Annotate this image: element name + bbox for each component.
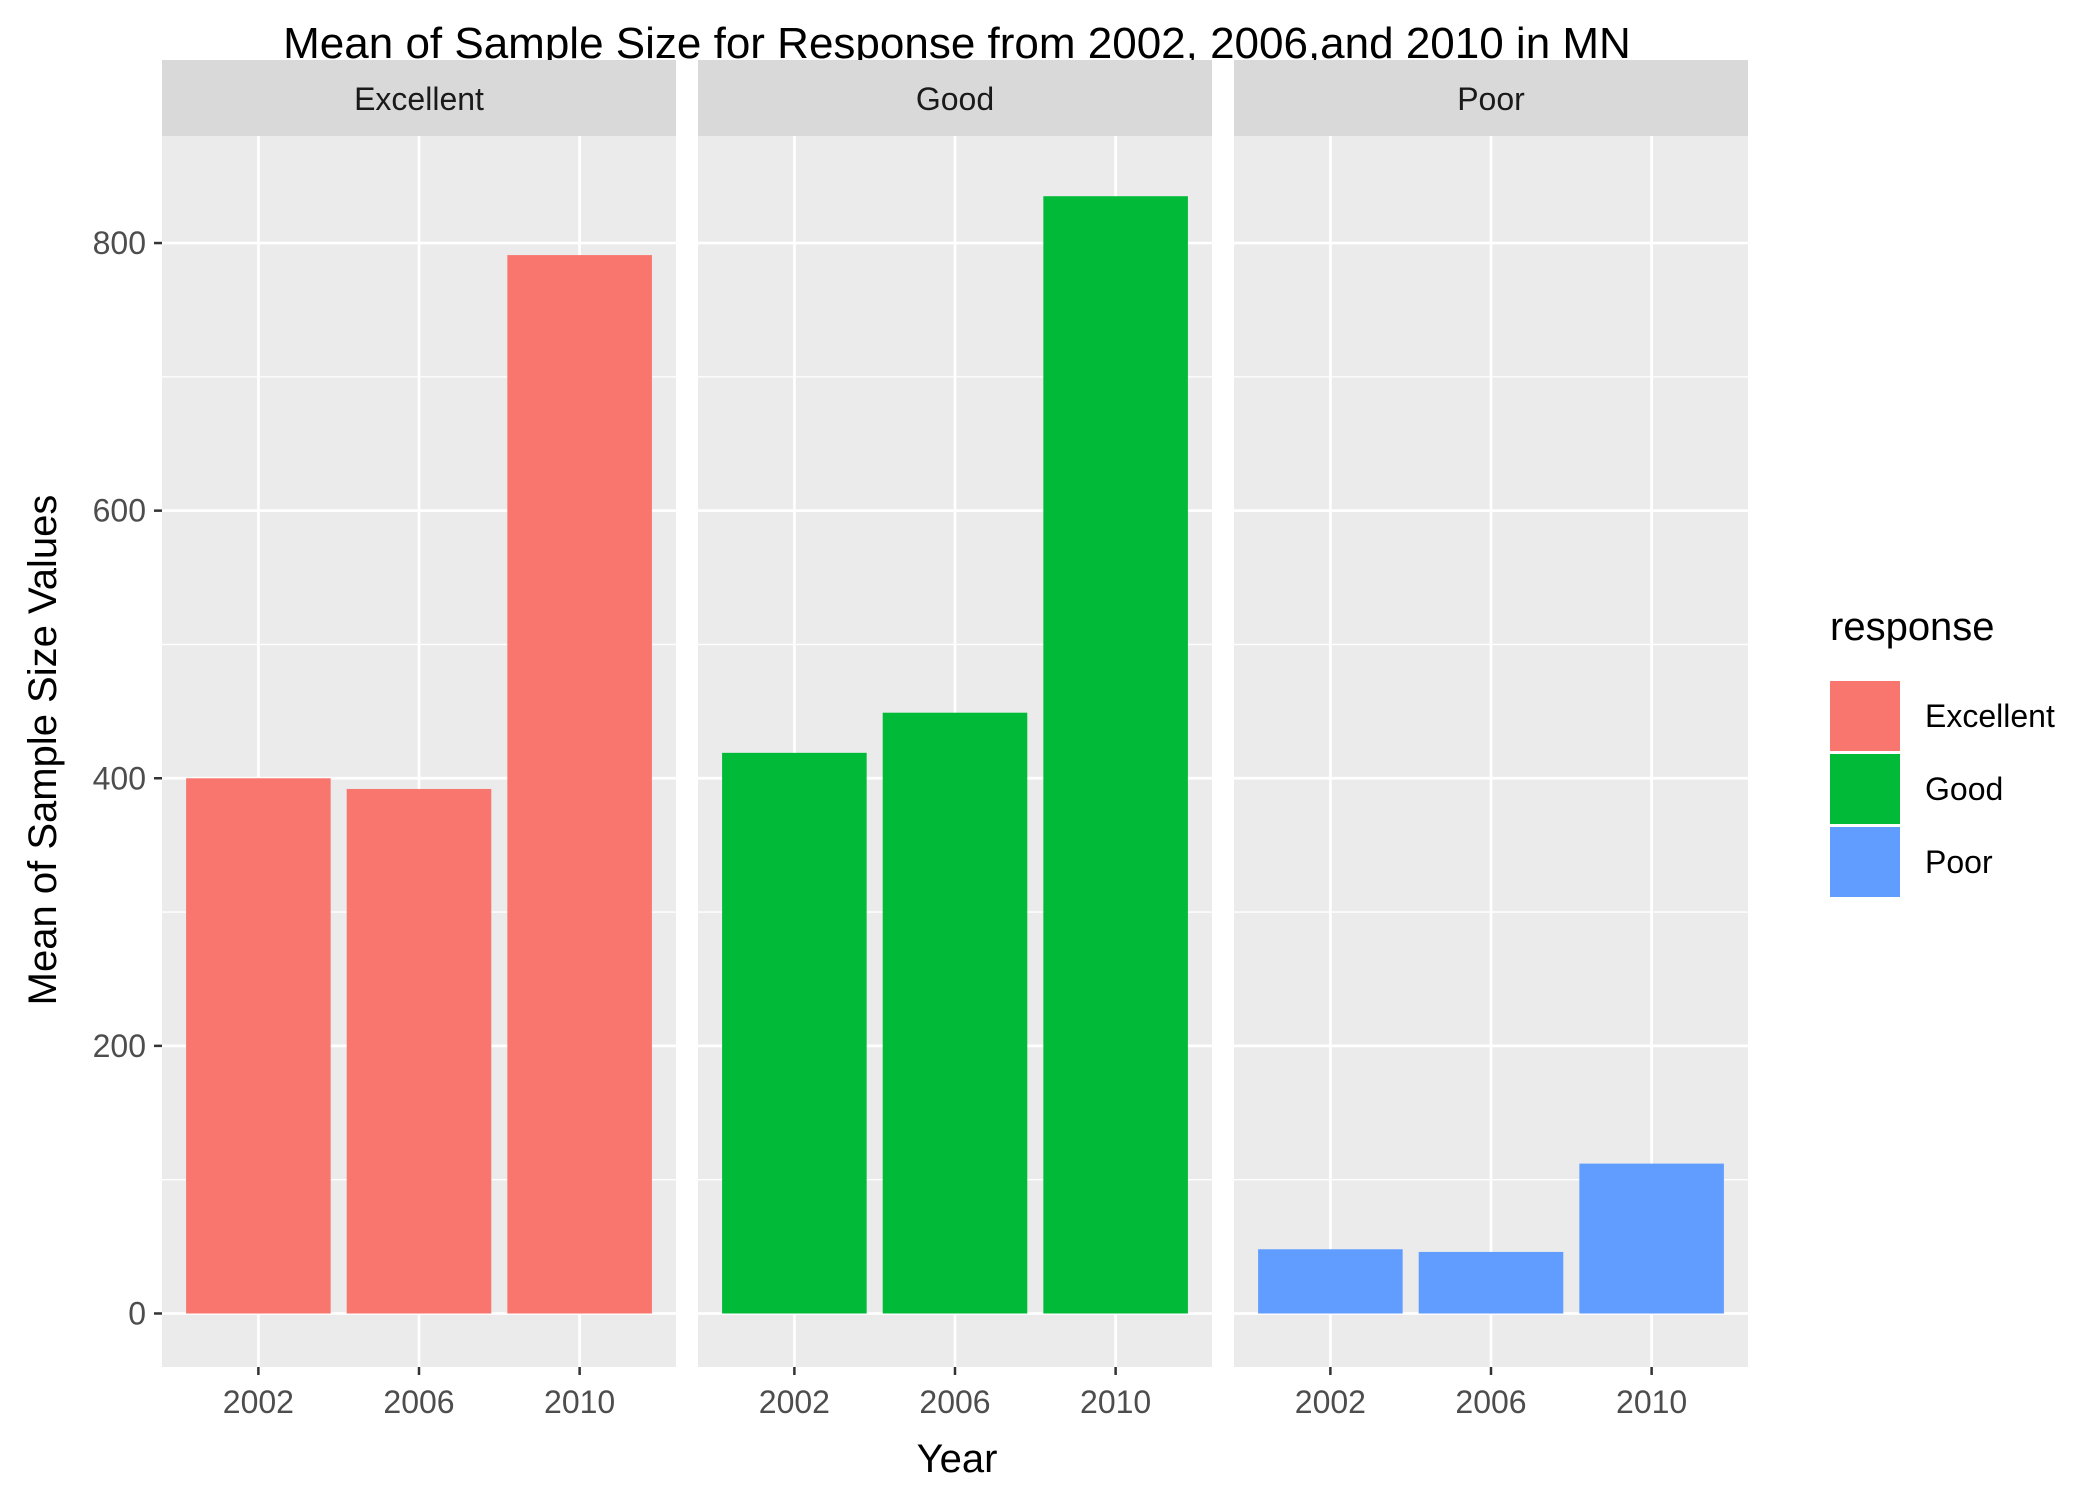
facet-panel-good: Good 2002 2006 2010	[698, 60, 1212, 1420]
y-tick-label: 600	[93, 493, 146, 529]
chart-title: Mean of Sample Size for Response from 20…	[283, 19, 1631, 68]
legend-key-poor	[1830, 827, 1900, 897]
y-axis-title: Mean of Sample Size Values	[21, 495, 65, 1006]
x-tick-label: 2010	[1080, 1384, 1151, 1420]
facet-strip-label: Good	[916, 81, 994, 117]
bar-poor-2006	[1418, 1251, 1564, 1314]
legend-label-excellent: Excellent	[1925, 698, 2055, 734]
legend-key-good	[1830, 754, 1900, 824]
x-tick-label: 2010	[544, 1384, 615, 1420]
legend-key-excellent	[1830, 681, 1900, 751]
y-tick-label: 0	[128, 1295, 146, 1331]
bar-excellent-2002	[186, 778, 331, 1314]
facet-strip-label: Poor	[1457, 81, 1525, 117]
x-tick-label: 2002	[759, 1384, 830, 1420]
facet-panel-excellent: Excellent 2002 2006 2010	[162, 60, 676, 1420]
x-tick-label: 2002	[223, 1384, 294, 1420]
facet-strip-label: Excellent	[354, 81, 484, 117]
y-tick-label: 200	[93, 1028, 146, 1064]
bar-poor-2010	[1579, 1163, 1724, 1314]
legend-title: response	[1830, 605, 1995, 649]
x-tick-label: 2006	[919, 1384, 990, 1420]
facet-strip	[162, 60, 676, 136]
x-tick-label: 2002	[1295, 1384, 1366, 1420]
legend: response Excellent Good Poor	[1830, 605, 2055, 897]
bar-excellent-2010	[507, 255, 652, 1314]
bar-good-2006	[882, 712, 1028, 1314]
bar-excellent-2006	[346, 788, 492, 1314]
x-tick-label: 2010	[1616, 1384, 1687, 1420]
bar-poor-2002	[1258, 1249, 1403, 1314]
legend-label-poor: Poor	[1925, 844, 1993, 880]
x-axis-title: Year	[917, 1437, 998, 1481]
y-tick-label: 400	[93, 760, 146, 796]
y-axis: 0 200 400 600 800	[93, 225, 162, 1331]
x-tick-label: 2006	[1455, 1384, 1526, 1420]
bar-good-2002	[722, 752, 867, 1314]
y-tick-label: 800	[93, 225, 146, 261]
facet-strip	[1234, 60, 1748, 136]
x-tick-label: 2006	[383, 1384, 454, 1420]
facet-panel-poor: Poor 2002 2006 2010	[1234, 60, 1748, 1420]
facet-strip	[698, 60, 1212, 136]
bar-good-2010	[1043, 196, 1188, 1314]
legend-label-good: Good	[1925, 771, 2003, 807]
